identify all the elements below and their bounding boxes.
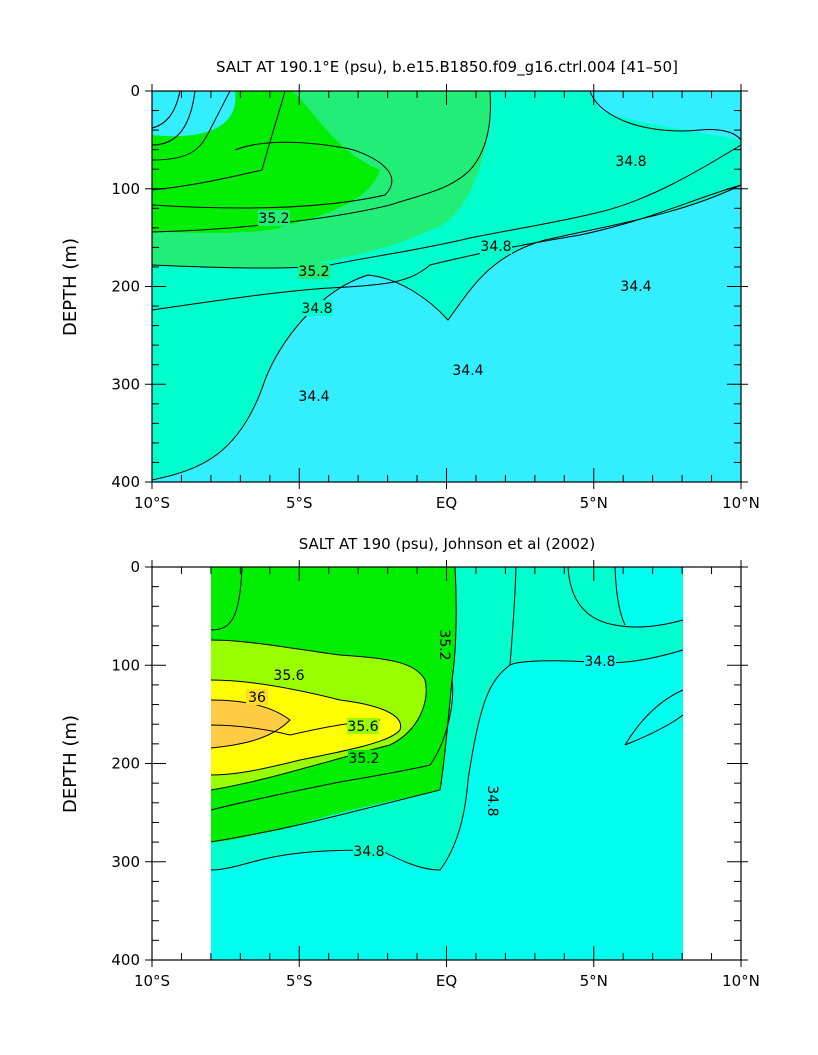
top-panel: SALT AT 190.1°E (psu), b.e15.B1850.f09_g… [60,58,760,512]
bot-line-j [567,566,684,628]
top-clabel-1: 35.2 [258,211,289,227]
bottom-x-tick-label: 10°N [722,972,760,990]
top-line-g [151,144,742,269]
bot-line-a [210,566,243,631]
top-x-tick-label: 5°S [286,494,313,512]
bottom-y-ticks: 0 100 200 300 400 [111,558,748,969]
bottom-x-ticks: 10°S 5°S EQ 5°N 10°N [134,560,760,990]
top-y-tick-label: 100 [111,180,140,198]
top-y-tick-label: 300 [111,375,140,393]
bot-line-g [210,679,453,843]
top-line-e [151,141,393,209]
bot-line-l [624,689,684,746]
bottom-y-axis-label: DEPTH (m) [60,715,81,813]
top-clabel-2: 35.2 [298,264,329,280]
top-line-c [151,90,181,129]
fill-bot-ne2 [625,690,683,745]
bottom-x-tick-label: 10°S [134,972,170,990]
bot-line-f [210,566,457,811]
bot-line-k [614,566,626,626]
top-y-axis-label: DEPTH (m) [60,238,81,336]
fill-bot-ne [615,567,683,628]
top-y-tick-label: 200 [111,278,140,296]
bottom-y-tick-label: 100 [111,656,140,674]
bot-line-d [210,699,291,749]
bot-clabel-7: 34.8 [484,785,500,816]
bottom-title: SALT AT 190 (psu), Johnson et al (2002) [299,535,596,553]
top-x-tick-label: EQ [436,494,457,512]
top-line-d [151,90,286,191]
top-x-tick-label: 10°N [722,494,760,512]
bot-clabel-1: 35.2 [436,629,452,660]
top-y-tick-label: 400 [111,473,140,491]
top-line-b [151,90,196,146]
top-line-f [151,90,491,233]
fill-top-low-nw [152,91,236,137]
bot-line-c [210,679,402,776]
top-title: SALT AT 190.1°E (psu), b.e15.B1850.f09_g… [216,58,678,77]
top-line-j [589,90,742,141]
top-y-tick-label: 0 [130,82,140,100]
bot-clabel-2: 35.6 [273,668,304,684]
fill-bot-364 [211,700,290,748]
top-x-tick-label: 10°S [134,494,170,512]
bottom-x-tick-label: 5°N [580,972,608,990]
top-x-ticks: 10°S 5°S EQ 5°N 10°N [134,84,760,512]
bot-line-b [210,639,427,791]
top-y-ticks: 0 100 200 300 400 [111,82,748,491]
bot-clabel-4: 35.6 [347,719,378,735]
bottom-y-tick-label: 200 [111,755,140,773]
top-clabel-3: 34.8 [301,301,332,317]
bot-clabel-6: 34.8 [353,844,384,860]
top-clabel-6: 34.4 [620,279,651,295]
fill-top-low-ne [590,91,741,140]
bot-line-i [509,566,517,666]
top-contour-lines [151,90,742,481]
bot-clabel-8: 34.8 [584,654,615,670]
bottom-panel: SALT AT 190 (psu), Johnson et al (2002) [60,535,760,990]
bot-clabel-3: 36 [248,690,266,706]
bot-clabel-5: 35.2 [348,751,379,767]
bottom-y-tick-label: 0 [130,558,140,576]
top-x-tick-label: 5°N [580,494,608,512]
bottom-contour-labels: 35.2 35.6 36 35.6 35.2 34.8 34.8 34.8 [246,628,616,860]
top-clabel-8: 34.4 [452,363,483,379]
top-line-i [151,184,742,481]
bottom-y-tick-label: 300 [111,853,140,871]
bottom-x-tick-label: EQ [436,972,457,990]
bot-line-m [624,714,684,746]
bottom-y-tick-label: 400 [111,951,140,969]
top-clabel-7: 34.4 [298,389,329,405]
bottom-x-tick-label: 5°S [286,972,313,990]
top-line-a [151,90,231,161]
top-clabel-5: 34.8 [615,154,646,170]
top-contour-fills [152,91,741,482]
bottom-contour-lines [210,566,684,871]
top-clabel-4: 34.8 [480,239,511,255]
top-contour-labels: 35.2 35.2 34.8 34.8 34.8 34.4 34.4 34.4 [258,153,652,405]
bot-line-h [210,649,684,871]
bottom-contour-fills [211,567,683,960]
